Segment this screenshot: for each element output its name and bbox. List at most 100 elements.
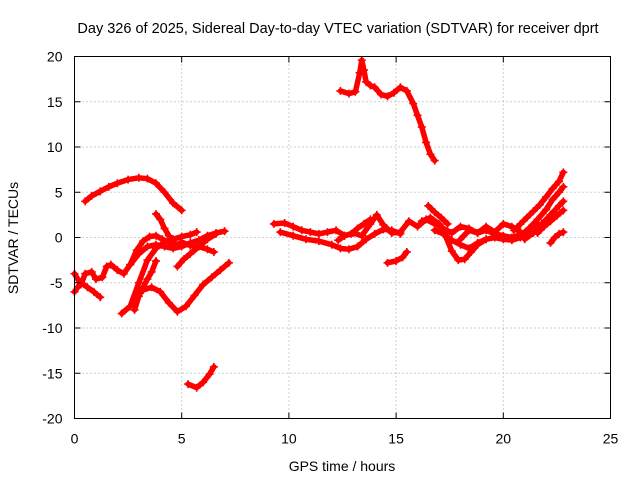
data-point-marker xyxy=(409,99,418,108)
data-point-marker xyxy=(203,235,212,244)
data-point-marker xyxy=(443,219,452,228)
data-point-marker xyxy=(177,238,186,247)
data-point-marker xyxy=(398,253,407,262)
data-point-marker xyxy=(344,245,353,254)
data-point-marker xyxy=(546,238,555,247)
series-arc-10 xyxy=(177,238,218,256)
data-point-marker xyxy=(456,235,465,244)
y-tick-label: 15 xyxy=(47,94,63,110)
series-trace xyxy=(174,231,219,270)
data-point-marker xyxy=(362,77,371,86)
data-point-marker xyxy=(276,228,285,237)
series-arc-23 xyxy=(546,228,568,247)
data-point-marker xyxy=(113,179,122,188)
data-point-marker xyxy=(336,244,345,253)
data-point-marker xyxy=(370,229,379,238)
data-point-marker xyxy=(454,256,463,265)
data-point-marker xyxy=(113,266,122,275)
data-point-marker xyxy=(516,219,525,228)
data-point-marker xyxy=(516,231,525,240)
data-point-marker xyxy=(289,231,298,240)
data-point-marker xyxy=(81,197,90,206)
data-point-marker xyxy=(117,309,126,318)
data-point-marker xyxy=(143,275,152,284)
data-point-marker xyxy=(151,244,160,253)
data-point-marker xyxy=(334,236,343,245)
x-tick-label: 5 xyxy=(178,431,186,447)
data-point-marker xyxy=(383,92,392,101)
data-point-marker xyxy=(314,237,323,246)
data-point-marker xyxy=(548,195,557,204)
data-point-marker xyxy=(535,200,544,209)
x-tick-label: 15 xyxy=(388,431,404,447)
data-point-marker xyxy=(366,81,375,90)
data-point-marker xyxy=(377,90,386,99)
data-point-marker xyxy=(143,256,152,265)
series-trace xyxy=(425,203,451,227)
data-point-marker xyxy=(160,188,169,197)
data-point-marker xyxy=(151,209,160,218)
data-point-marker xyxy=(96,187,105,196)
data-point-marker xyxy=(413,111,422,120)
data-point-marker xyxy=(106,260,115,269)
data-point-marker xyxy=(186,249,195,258)
data-point-marker xyxy=(392,257,401,266)
data-point-marker xyxy=(529,228,538,237)
data-point-marker xyxy=(203,245,212,254)
y-tick-label: 5 xyxy=(55,184,63,200)
data-point-marker xyxy=(499,235,508,244)
data-point-marker xyxy=(520,235,529,244)
y-tick-label: 0 xyxy=(55,230,63,246)
data-point-marker xyxy=(559,182,568,191)
data-point-marker xyxy=(447,236,456,245)
data-point-marker xyxy=(344,89,353,98)
data-point-marker xyxy=(372,210,381,219)
data-point-marker xyxy=(132,246,141,255)
data-point-marker xyxy=(559,197,568,206)
series-arc-18 xyxy=(424,201,452,228)
data-point-marker xyxy=(212,229,221,238)
data-point-marker xyxy=(389,88,398,97)
data-point-marker xyxy=(430,208,439,217)
data-point-marker xyxy=(559,168,568,177)
data-point-marker xyxy=(396,83,405,92)
data-point-marker xyxy=(522,213,531,222)
data-point-marker xyxy=(439,229,448,238)
y-tick-label: -5 xyxy=(50,275,63,291)
data-point-marker xyxy=(173,307,182,316)
data-point-marker xyxy=(542,192,551,201)
data-point-marker xyxy=(216,266,225,275)
data-point-marker xyxy=(379,225,388,234)
data-point-marker xyxy=(87,191,96,200)
series-arc-1 xyxy=(81,173,186,215)
data-point-marker xyxy=(473,238,482,247)
data-point-marker xyxy=(426,213,435,222)
data-point-marker xyxy=(177,206,186,215)
data-point-marker xyxy=(151,257,160,266)
series-arc-15 xyxy=(383,247,411,267)
data-point-marker xyxy=(548,184,557,193)
data-point-marker xyxy=(209,362,218,371)
data-point-marker xyxy=(160,224,169,233)
data-point-marker xyxy=(104,182,113,191)
data-point-marker xyxy=(96,293,105,302)
data-point-marker xyxy=(430,156,439,165)
data-point-marker xyxy=(81,269,90,278)
data-point-marker xyxy=(460,255,469,264)
data-point-marker xyxy=(552,211,561,220)
data-point-marker xyxy=(306,228,315,237)
data-point-marker xyxy=(143,174,152,183)
data-point-marker xyxy=(340,231,349,240)
series-arc-24 xyxy=(520,197,568,244)
data-point-marker xyxy=(98,273,107,282)
data-point-marker xyxy=(184,380,193,389)
x-tick-label: 10 xyxy=(281,431,297,447)
data-point-marker xyxy=(83,283,92,292)
data-point-marker xyxy=(359,66,368,75)
data-point-marker xyxy=(499,219,508,228)
data-point-marker xyxy=(555,201,564,210)
data-point-marker xyxy=(362,235,371,244)
y-tick-label: -10 xyxy=(42,320,62,336)
data-point-marker xyxy=(357,56,366,65)
data-point-marker xyxy=(537,219,546,228)
